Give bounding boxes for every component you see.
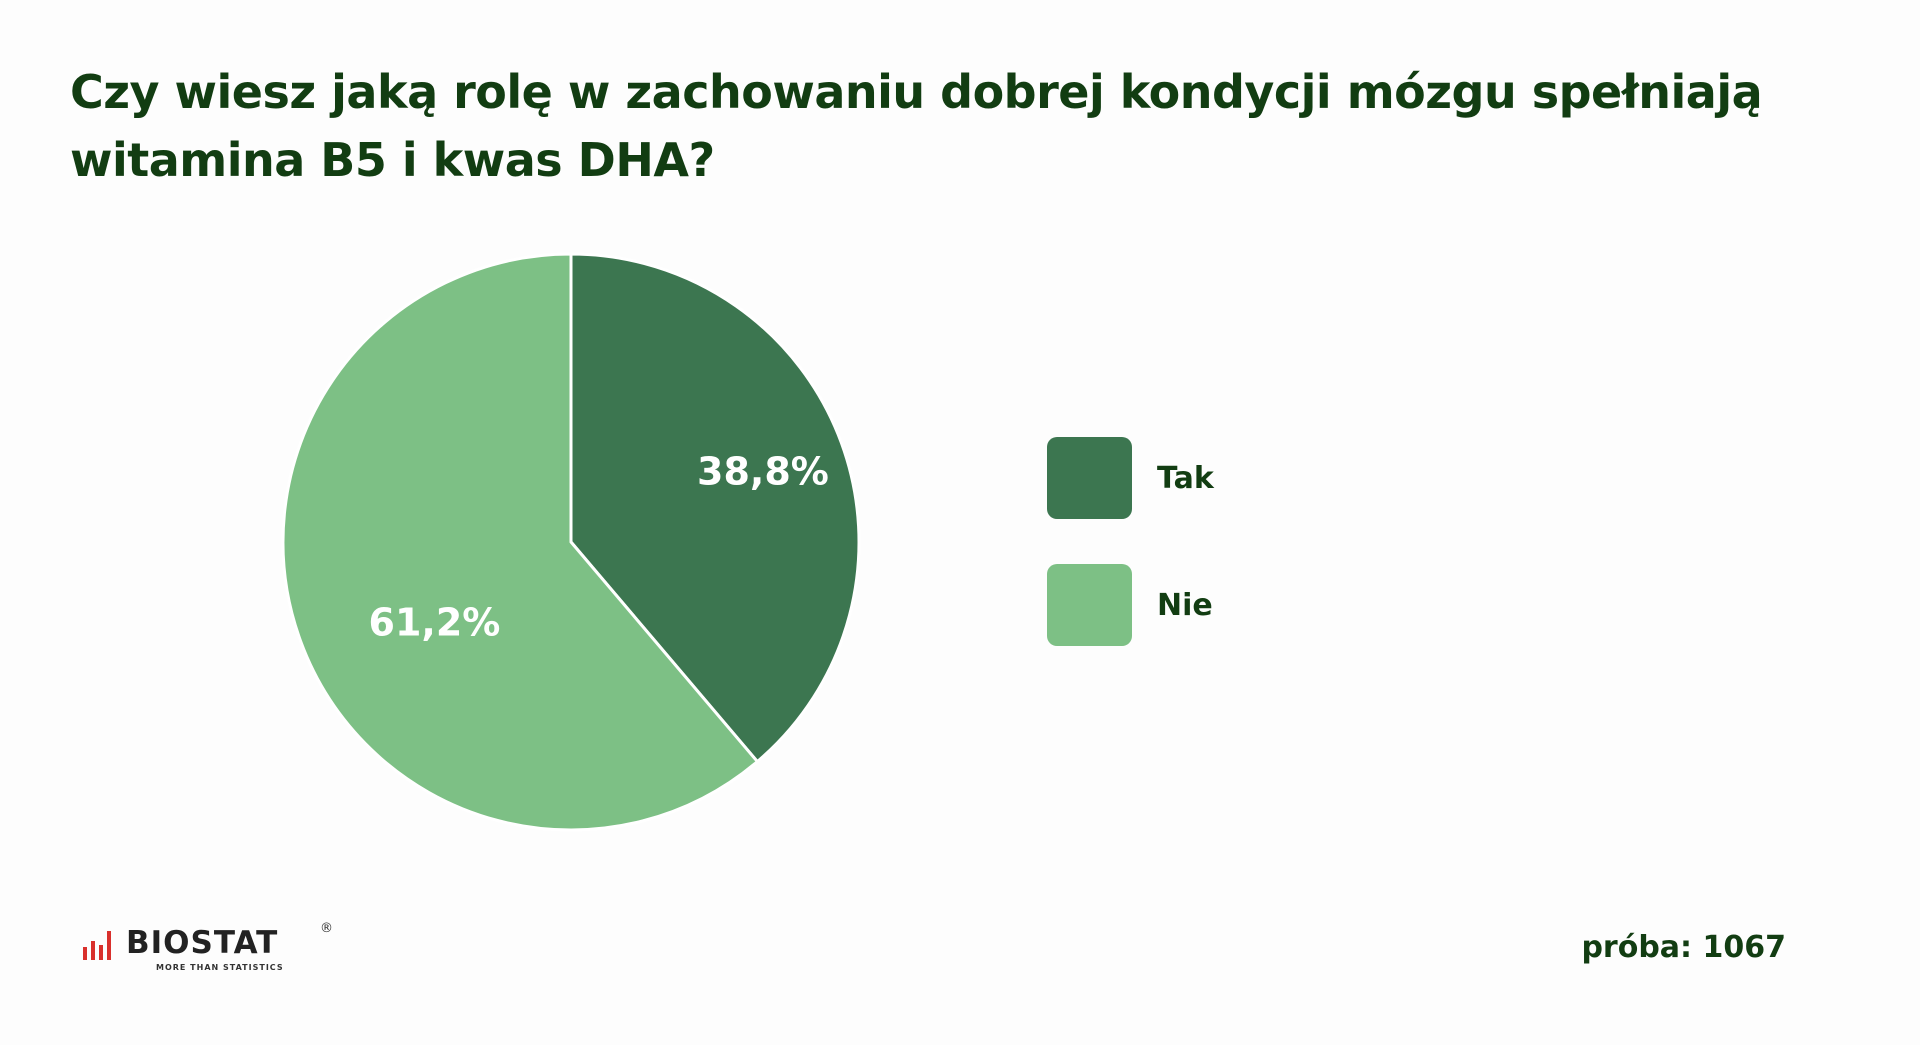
chart-title-line2: witamina B5 i kwas DHA? bbox=[70, 133, 715, 187]
logo-tagline: MORE THAN STATISTICS bbox=[156, 963, 284, 972]
pie-label-tak: 38,8% bbox=[697, 450, 829, 494]
biostat-logo: BIOSTAT ® MORE THAN STATISTICS bbox=[82, 921, 342, 975]
legend-label-tak: Tak bbox=[1157, 460, 1214, 496]
legend-item-nie: Nie bbox=[1047, 564, 1214, 646]
legend-swatch-tak bbox=[1047, 437, 1132, 519]
chart-title-line1: Czy wiesz jaką rolę w zachowaniu dobrej … bbox=[70, 65, 1763, 119]
pie-slice-nie bbox=[281, 252, 760, 832]
legend-swatch-nie bbox=[1047, 564, 1132, 646]
pie-label-nie: 61,2% bbox=[369, 600, 501, 644]
legend: Tak Nie bbox=[1047, 437, 1214, 691]
legend-label-nie: Nie bbox=[1157, 587, 1213, 623]
bar-chart-logo-icon bbox=[83, 931, 111, 960]
pie-slice-tak bbox=[569, 252, 861, 764]
chart-title: Czy wiesz jaką rolę w zachowaniu dobrej … bbox=[70, 58, 1770, 194]
sample-size: próba: 1067 bbox=[1581, 930, 1786, 965]
logo-text: BIOSTAT bbox=[126, 925, 279, 961]
logo-registered-mark: ® bbox=[320, 921, 333, 936]
legend-item-tak: Tak bbox=[1047, 437, 1214, 519]
pie-chart: 38,8% 61,2% bbox=[281, 252, 861, 832]
